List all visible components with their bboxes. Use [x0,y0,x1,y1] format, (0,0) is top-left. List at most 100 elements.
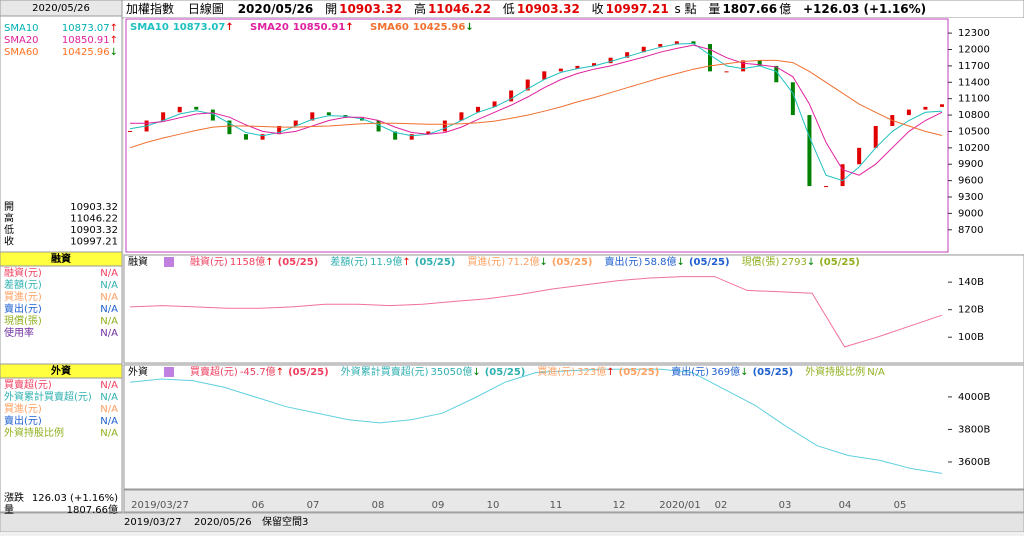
y-tick-label: 9900 [958,159,983,170]
row-value: N/A [100,280,118,291]
candle [641,46,646,53]
f: 高 [414,1,426,16]
candle [442,120,447,132]
legend-date: (05/25) [819,257,860,268]
candle [741,60,746,72]
legend-value: -45.7億 [240,365,276,378]
x-axis-bar [123,489,1024,513]
y-tick-label: 11400 [958,77,990,88]
candle [807,115,812,187]
f: 低 [503,2,515,16]
legend-date: (05/25) [619,367,660,378]
foreign-title: 外資 [50,364,71,377]
candle [757,60,762,66]
y-tick-label: 10500 [958,126,990,137]
legend-value: 369億 [711,365,740,378]
row-value: N/A [100,304,118,315]
tb-end[interactable]: 2020/05/26 [194,517,252,528]
tb-count[interactable]: 3 [302,517,308,528]
row-label: 差額(元) [4,278,42,291]
y-tick-label: 4000B [958,392,990,403]
legend-date: (05/25) [415,257,456,268]
sma-line [129,59,943,149]
tb-reserve[interactable]: 保留空間 [262,515,302,528]
panel-title: 融資 [128,256,148,268]
margin-header [0,251,123,267]
sma-num: 10873.07 [62,23,110,34]
row-value: N/A [100,268,118,279]
index: 加權指數 [126,1,174,16]
candle [625,52,630,58]
legend-value: 58.8億 [644,255,676,268]
legend: 外資持股比例 N/A [805,365,885,378]
ohlc-value: 10903.32 [70,202,118,213]
tb-start[interactable]: 2019/03/27 [124,517,182,528]
legend-label: 買進(元) [467,256,505,268]
y-tick-label: 12300 [958,28,990,39]
panel-icon[interactable] [164,257,174,267]
v: 10903.32 [339,2,402,16]
candle [873,125,878,148]
row-label: 外資累計買賣超(元) [4,390,92,403]
vol-label: 量 [708,2,720,16]
y-tick-label: 9300 [958,192,983,203]
candle [244,134,248,140]
f: 收 [592,2,604,16]
legend-arrow: ↑ [225,22,233,33]
candle [509,90,514,102]
chart-kind: 日線圖 [188,1,224,16]
y-tick-label: 9000 [958,208,983,219]
candle [674,41,679,45]
x-tick-label: 10 [487,500,500,511]
legend-value: 71.2億 [507,255,539,268]
vol: 1807.66 [722,2,777,16]
candle [409,134,414,140]
legend-arrow: ↓ [472,367,480,378]
x-tick-label: 05 [894,500,907,511]
x-tick-label: 08 [372,500,385,511]
legend-arrow: ↓ [677,257,685,268]
row-value: N/A [100,416,118,427]
legend-value: 10425.96 [413,22,466,33]
candle [691,41,696,45]
candle [277,125,282,135]
legend-date: (05/25) [288,367,329,378]
v: 10997.21 [606,2,669,16]
legend-label: 賣出(元) [671,365,709,378]
row-label: 使用率 [4,326,34,339]
sma-num: 10425.96 [62,47,110,58]
legend-name: SMA60 [370,22,409,33]
legend-value: 11.9億 [370,255,402,268]
candle [558,68,563,72]
main-frame [125,18,949,253]
sma-line [129,42,943,182]
sma-value: 10850.91↑ [62,35,118,46]
f: 開 [325,2,337,16]
panel-icon[interactable] [164,367,174,377]
legend: SMA20 10850.91↑ [250,22,354,33]
row-value: N/A [100,328,118,339]
legend-date: (05/25) [278,257,319,268]
legend-arrow: ↑ [265,257,273,268]
legend-name: SMA10 [130,22,169,33]
y-tick-label: 3800B [958,424,990,435]
candle [476,106,480,113]
line [129,368,943,474]
x-tick-label: 07 [307,500,320,511]
sma-line [130,44,943,176]
sma-label: SMA60 [4,47,39,58]
legend: 賣出(元) 58.8億↓ (05/25) [604,255,729,268]
margin-title: 融資 [51,252,71,265]
legend-name: SMA20 [250,22,289,33]
row-label: 現償(張) [4,314,42,327]
x-tick-label: 2019/03/27 [131,500,189,511]
row-label: 買賣超(元) [4,378,52,391]
candle [393,131,398,140]
row-label: 買進(元) [4,291,42,303]
vol-label: 量 [4,504,14,516]
legend-arrow: ↓ [740,367,748,378]
chg: 126.03 (+1.16%) [32,493,118,504]
margin-panel [123,254,1024,364]
candle [906,109,911,116]
